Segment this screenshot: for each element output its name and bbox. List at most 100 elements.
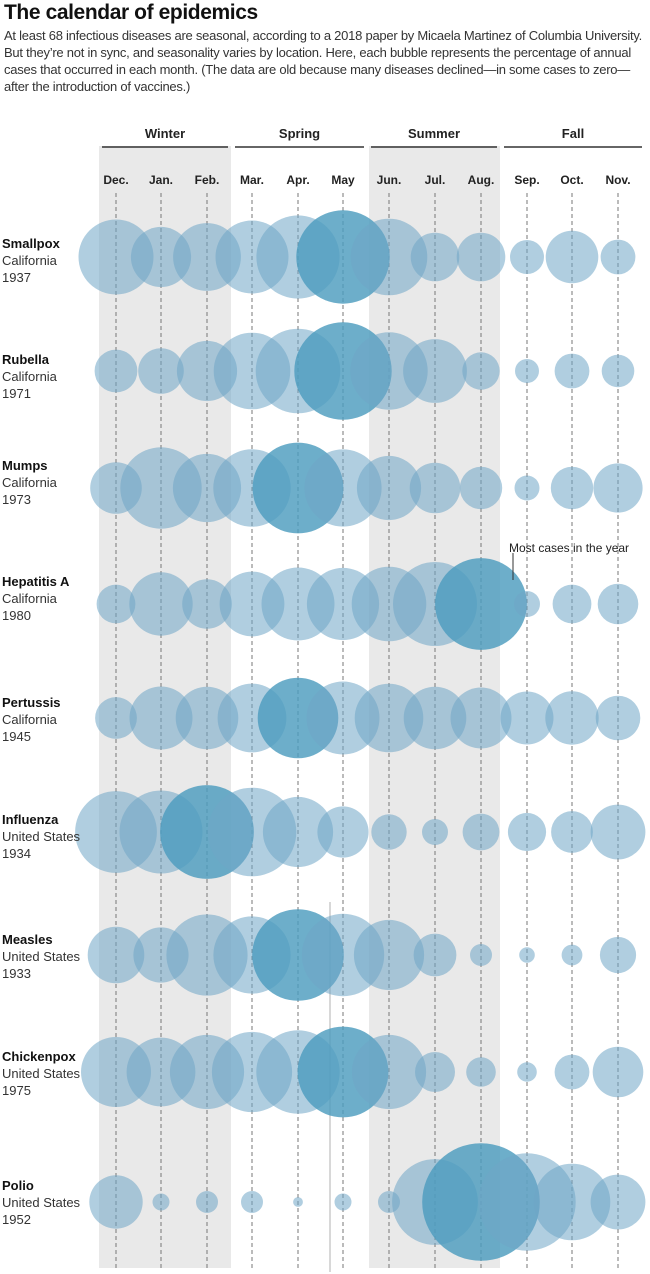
bubble-mumps bbox=[459, 466, 503, 510]
row-disease-name: Pertussis bbox=[2, 695, 61, 710]
row-location: United States bbox=[2, 1066, 81, 1081]
bubble-smallpox bbox=[510, 240, 544, 274]
bubble-measles bbox=[87, 926, 145, 984]
row-disease-name: Smallpox bbox=[2, 236, 61, 251]
chart-subtitle: At least 68 infectious diseases are seas… bbox=[4, 28, 642, 94]
bubble-hepatitis-a bbox=[96, 584, 136, 624]
bubble-polio bbox=[196, 1191, 218, 1213]
row-disease-name: Polio bbox=[2, 1178, 34, 1193]
bubble-polio bbox=[293, 1197, 303, 1207]
row-location: California bbox=[2, 712, 58, 727]
month-label: Sep. bbox=[514, 173, 539, 187]
bubble-mumps bbox=[593, 463, 643, 513]
bubble-measles bbox=[413, 933, 457, 977]
season-label-fall: Fall bbox=[562, 126, 584, 141]
bubble-pertussis bbox=[500, 691, 554, 745]
bubble-chickenpox bbox=[466, 1057, 496, 1087]
row-year: 1952 bbox=[2, 1212, 31, 1227]
bubble-measles bbox=[561, 944, 583, 966]
month-label: Jun. bbox=[377, 173, 402, 187]
row-year: 1975 bbox=[2, 1083, 31, 1098]
bubble-chickenpox bbox=[351, 1034, 427, 1110]
bubble-pertussis bbox=[450, 687, 512, 749]
row-year: 1945 bbox=[2, 729, 31, 744]
bubble-hepatitis-a bbox=[597, 583, 639, 625]
bubble-hepatitis-a bbox=[435, 558, 527, 650]
bubble-influenza bbox=[462, 813, 500, 851]
month-label: Feb. bbox=[195, 173, 220, 187]
bubble-mumps bbox=[514, 475, 540, 501]
bubble-pertussis bbox=[95, 697, 137, 739]
month-label: Jul. bbox=[425, 173, 446, 187]
row-location: California bbox=[2, 591, 58, 606]
row-location: United States bbox=[2, 949, 81, 964]
row-disease-name: Hepatitis A bbox=[2, 574, 70, 589]
row-location: California bbox=[2, 369, 58, 384]
bubble-polio bbox=[533, 1163, 611, 1241]
bubble-rubella bbox=[350, 332, 428, 410]
bubble-pertussis bbox=[595, 695, 641, 741]
bubble-measles bbox=[353, 919, 425, 991]
bubble-influenza bbox=[507, 812, 547, 852]
bubble-rubella bbox=[94, 349, 138, 393]
bubble-measles bbox=[519, 947, 535, 963]
bubble-smallpox bbox=[456, 232, 506, 282]
row-location: United States bbox=[2, 829, 81, 844]
bubble-polio bbox=[241, 1191, 263, 1213]
row-location: California bbox=[2, 475, 58, 490]
bubble-chickenpox bbox=[592, 1046, 644, 1098]
bubble-mumps bbox=[409, 462, 461, 514]
bubble-influenza bbox=[262, 796, 334, 868]
row-year: 1971 bbox=[2, 386, 31, 401]
season-label-winter: Winter bbox=[145, 126, 185, 141]
bubble-influenza bbox=[422, 819, 448, 845]
bubble-rubella bbox=[554, 353, 590, 389]
bubble-influenza bbox=[371, 814, 407, 850]
bubble-mumps bbox=[550, 466, 594, 510]
bubble-hepatitis-a bbox=[514, 591, 540, 617]
bubble-pertussis bbox=[403, 686, 467, 750]
month-label: Apr. bbox=[286, 173, 309, 187]
bubble-rubella bbox=[601, 354, 635, 388]
month-label: May bbox=[331, 173, 355, 187]
bubble-chickenpox bbox=[554, 1054, 590, 1090]
bubble-measles bbox=[470, 944, 492, 966]
annotation-label: Most cases in the year bbox=[509, 541, 629, 555]
season-label-spring: Spring bbox=[279, 126, 320, 141]
month-label: Jan. bbox=[149, 173, 173, 187]
bubble-mumps bbox=[356, 455, 422, 521]
bubble-influenza bbox=[317, 806, 369, 858]
row-year: 1937 bbox=[2, 270, 31, 285]
month-label: Nov. bbox=[605, 173, 630, 187]
bubble-smallpox bbox=[545, 230, 599, 284]
row-location: California bbox=[2, 253, 58, 268]
bubble-influenza bbox=[551, 811, 593, 853]
row-disease-name: Rubella bbox=[2, 352, 50, 367]
month-label: Mar. bbox=[240, 173, 264, 187]
month-label: Aug. bbox=[468, 173, 495, 187]
bubble-smallpox bbox=[78, 219, 154, 295]
bubble-pertussis bbox=[129, 686, 193, 750]
bubble-chickenpox bbox=[517, 1062, 537, 1082]
bubble-polio bbox=[590, 1174, 646, 1230]
bubble-hepatitis-a bbox=[552, 584, 592, 624]
bubble-chickenpox bbox=[415, 1052, 455, 1092]
bubble-polio bbox=[152, 1193, 170, 1211]
bubble-rubella bbox=[515, 359, 539, 383]
month-label: Dec. bbox=[103, 173, 128, 187]
bubble-rubella bbox=[138, 348, 184, 394]
bubble-measles bbox=[599, 936, 637, 974]
row-disease-name: Influenza bbox=[2, 812, 59, 827]
bubble-pertussis bbox=[545, 691, 599, 745]
bubble-influenza bbox=[590, 804, 646, 860]
bubble-smallpox bbox=[600, 239, 636, 275]
row-disease-name: Mumps bbox=[2, 458, 48, 473]
row-year: 1980 bbox=[2, 608, 31, 623]
month-label: Oct. bbox=[560, 173, 583, 187]
bubble-smallpox bbox=[130, 226, 192, 288]
bubble-polio bbox=[334, 1193, 352, 1211]
bubble-hepatitis-a bbox=[129, 572, 193, 636]
season-label-summer: Summer bbox=[408, 126, 460, 141]
bubble-smallpox bbox=[410, 232, 460, 282]
